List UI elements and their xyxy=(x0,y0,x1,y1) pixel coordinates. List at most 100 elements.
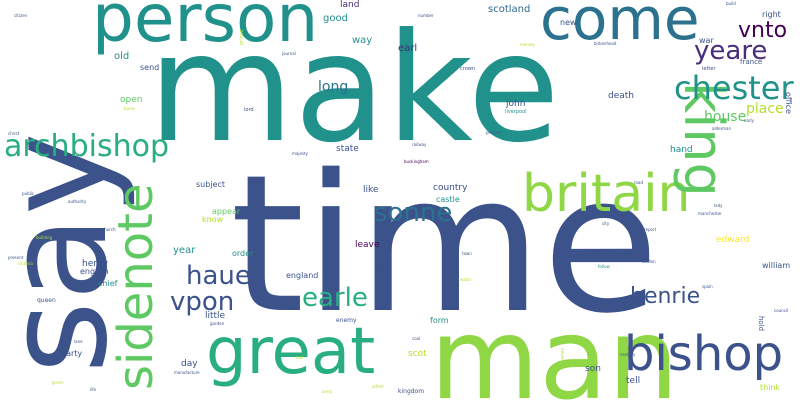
word-leave: leave xyxy=(355,240,380,250)
word-right: right xyxy=(762,10,781,19)
word-prince: prince xyxy=(239,29,245,45)
word-person: person xyxy=(92,0,319,57)
word-john: john xyxy=(506,99,526,109)
word-earle: earle xyxy=(302,283,368,313)
word-make: make xyxy=(148,2,560,176)
word-alfred: alfred xyxy=(372,384,384,389)
word-citizen: citizen xyxy=(14,13,28,18)
word-send: send xyxy=(140,63,160,72)
word-church: church xyxy=(102,227,116,232)
word-earl: earl xyxy=(398,43,418,54)
word-henrie: henrie xyxy=(630,284,701,309)
word-state: state xyxy=(336,144,359,154)
word-write: write xyxy=(378,263,389,268)
word-council: council xyxy=(774,308,789,313)
word-chester: chester xyxy=(674,69,794,107)
word-mersey: mersey xyxy=(520,42,535,47)
word-hall: hall xyxy=(296,355,304,360)
word-early: early xyxy=(744,118,755,123)
word-water: water xyxy=(460,277,472,282)
word-alderman: alderman xyxy=(712,126,732,131)
word-like: like xyxy=(363,185,379,195)
word-green: green xyxy=(52,380,64,385)
word-place: place xyxy=(746,101,784,117)
word-chief: chief xyxy=(98,279,118,288)
word-present: present xyxy=(8,255,24,260)
word-sidenote: sidenote xyxy=(108,183,164,390)
word-castle: castle xyxy=(436,195,460,204)
word-vpon: vpon xyxy=(170,287,235,317)
word-report: report xyxy=(644,227,657,232)
word-letter: letter xyxy=(702,66,716,72)
word-scot: scot xyxy=(408,349,427,359)
word-house: house xyxy=(704,109,747,125)
word-time: time xyxy=(230,134,660,355)
word-war: war xyxy=(699,36,714,45)
word-appear: appear xyxy=(212,207,241,216)
word-majesty: majesty xyxy=(292,151,308,156)
word-bishop: bishop xyxy=(624,326,784,382)
word-life: life xyxy=(90,387,97,392)
word-follow: follow xyxy=(598,264,610,269)
word-duke: duke xyxy=(470,209,487,217)
word-birkenhead: birkenhead xyxy=(594,41,617,46)
word-queen: queen xyxy=(37,297,56,304)
word-think: think xyxy=(760,383,781,392)
word-city: city xyxy=(602,221,610,226)
word-good: good xyxy=(323,13,348,24)
word-lane: lane xyxy=(74,339,83,344)
word-liverpool: liverpool xyxy=(505,109,527,115)
word-new: new xyxy=(560,18,577,27)
word-way: way xyxy=(352,35,373,46)
word-old: old xyxy=(114,51,130,62)
word-buckingham: buckingham xyxy=(404,159,429,164)
word-public: public xyxy=(22,191,35,196)
word-railway: railway xyxy=(412,142,427,147)
word-year: year xyxy=(173,245,196,256)
word-subject: subject xyxy=(196,180,225,189)
word-prisoner: prisoner xyxy=(486,130,503,135)
word-hold: hold xyxy=(757,316,765,332)
word-little: little xyxy=(205,311,226,321)
word-hand: hand xyxy=(670,145,693,155)
word-ireland: ireland xyxy=(560,348,565,362)
word-come: come xyxy=(540,0,700,53)
word-building: building xyxy=(36,235,53,240)
word-sonne: sonne xyxy=(374,198,453,228)
word-england: england xyxy=(286,271,319,280)
word-english: english xyxy=(80,267,109,276)
word-lord: lord xyxy=(244,107,254,113)
word-haue: haue xyxy=(186,261,251,291)
word-order: order xyxy=(232,249,254,258)
word-journal: journal xyxy=(282,51,296,56)
word-britain: britain xyxy=(522,164,691,224)
word-number: number xyxy=(418,13,434,18)
word-coal: coal xyxy=(412,336,421,341)
word-office: office xyxy=(784,92,793,114)
word-william: william xyxy=(762,261,791,270)
word-garden: garden xyxy=(210,321,225,326)
word-form: form xyxy=(430,316,449,325)
word-town: town xyxy=(462,251,472,256)
word-henry: henry xyxy=(82,259,108,269)
word-man: man xyxy=(430,295,679,400)
word-london: london xyxy=(642,259,656,264)
word-crown: crown xyxy=(460,66,476,72)
word-open: open xyxy=(120,95,143,105)
word-baron: baron xyxy=(124,106,136,111)
word-tell: tell xyxy=(626,376,641,386)
word-kingdom: kingdom xyxy=(398,388,425,395)
word-army: army xyxy=(322,389,333,394)
word-manchester: manchester xyxy=(698,211,722,216)
word-death: death xyxy=(608,91,634,101)
word-day: day xyxy=(181,359,198,369)
word-victoria: victoria xyxy=(18,261,33,266)
word-land: land xyxy=(340,0,360,10)
word-archbishop: archbishop xyxy=(4,129,169,164)
word-manufacture: manufacture xyxy=(174,370,200,375)
word-long: long xyxy=(318,79,349,95)
word-build: build xyxy=(726,1,736,6)
word-great: great xyxy=(206,315,376,389)
word-scotland: scotland xyxy=(488,4,531,15)
word-authority: authority xyxy=(68,199,87,204)
